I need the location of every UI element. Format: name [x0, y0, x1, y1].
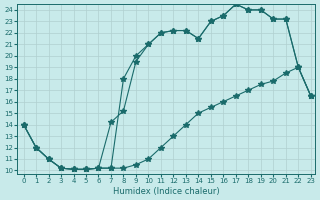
X-axis label: Humidex (Indice chaleur): Humidex (Indice chaleur): [113, 187, 219, 196]
